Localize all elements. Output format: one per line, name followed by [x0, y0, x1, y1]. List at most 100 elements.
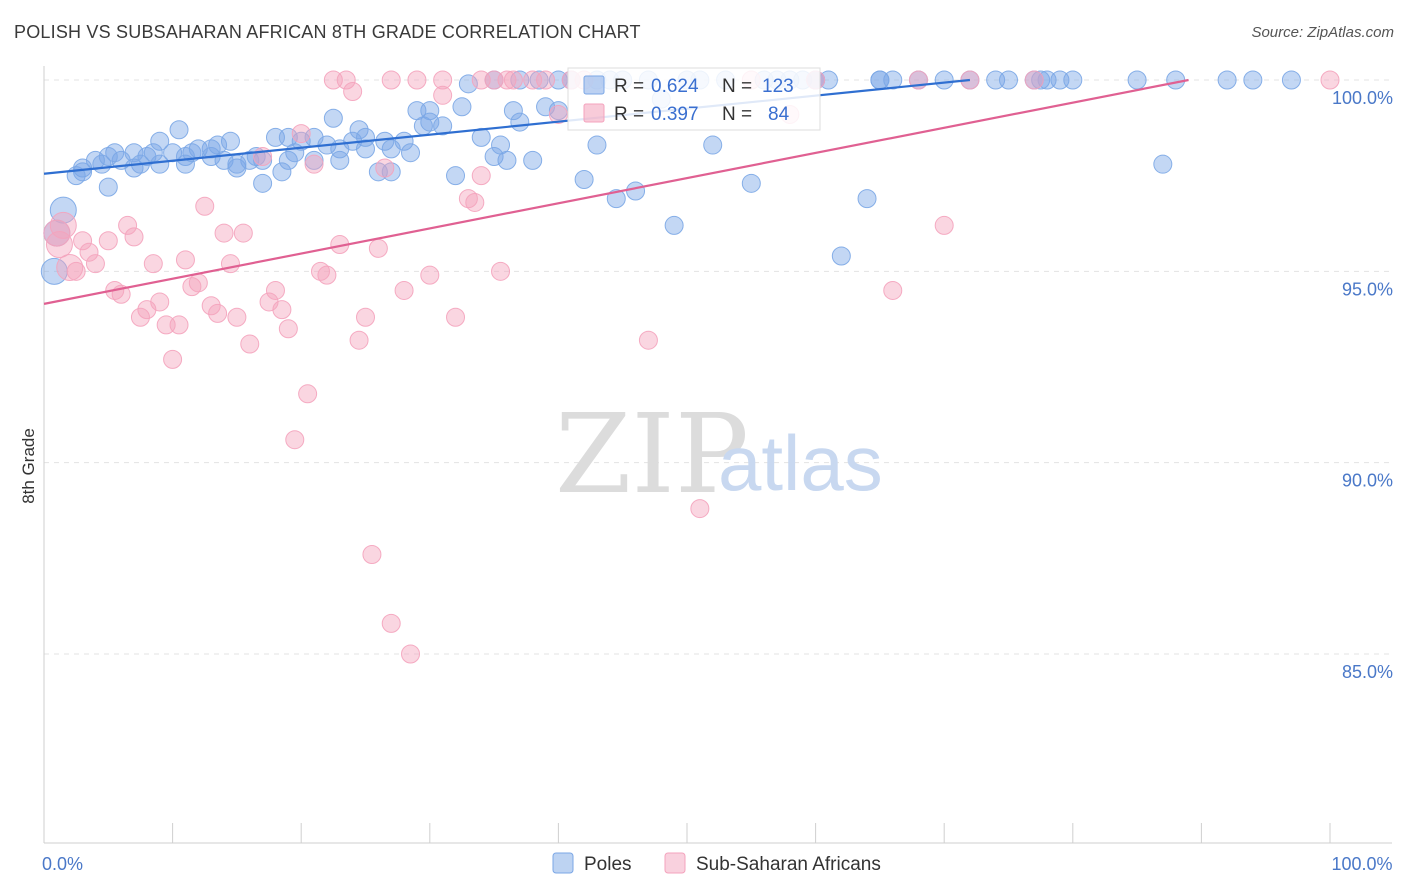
- legend-label-poles: Poles: [584, 854, 632, 875]
- poles-point-88: [934, 70, 954, 90]
- poles-point-57: [510, 112, 530, 132]
- subsaharan-point-53: [420, 265, 440, 285]
- subsaharan-point-36: [285, 430, 305, 450]
- subsaharan-point-12: [124, 227, 144, 247]
- y-axis-label: 8th Grade: [19, 428, 38, 504]
- poles-point-106: [356, 139, 375, 159]
- subsaharan-point-6: [79, 242, 99, 262]
- legend-swatch-poles: [552, 852, 574, 874]
- subsaharan-stats-swatch: [583, 103, 605, 123]
- subsaharan-point-16: [150, 292, 170, 312]
- chart-title: POLISH VS SUBSAHARAN AFRICAN 8TH GRADE C…: [14, 22, 641, 42]
- data-points: [40, 70, 1340, 664]
- subsaharan-n-value: 84: [768, 104, 790, 125]
- watermark-zip: ZIP: [555, 390, 749, 518]
- poles-r-label: R =: [614, 76, 644, 97]
- y-tick-label-2: 90.0%: [1342, 471, 1393, 491]
- subsaharan-point-26: [214, 223, 234, 243]
- poles-point-76: [741, 173, 761, 193]
- poles-point-94: [1063, 70, 1083, 90]
- subsaharan-point-47: [368, 238, 388, 258]
- poles-point-10: [124, 143, 144, 163]
- subsaharan-point-35: [278, 319, 298, 339]
- subsaharan-point-2: [49, 211, 77, 239]
- watermark: ZIP atlas: [555, 390, 883, 518]
- y-tick-label-3: 85.0%: [1342, 662, 1393, 682]
- poles-point-114: [150, 154, 170, 174]
- subsaharan-point-71: [883, 280, 903, 300]
- subsaharan-point-33: [265, 280, 285, 300]
- subsaharan-point-20: [175, 250, 195, 270]
- subsaharan-point-55: [446, 307, 466, 327]
- poles-point-23: [220, 131, 240, 151]
- subsaharan-point-63: [548, 104, 568, 124]
- subsaharan-point-25: [208, 303, 228, 323]
- poles-point-98: [1243, 70, 1263, 90]
- axes: [43, 66, 1392, 844]
- subsaharan-point-80: [471, 70, 491, 90]
- subsaharan-point-3: [56, 254, 84, 282]
- poles-point-48: [433, 116, 453, 136]
- subsaharan-point-27: [220, 254, 240, 274]
- subsaharan-point-60: [491, 261, 511, 281]
- subsaharan-point-15: [143, 254, 163, 274]
- stats-legend-frame: [567, 67, 821, 131]
- subsaharan-point-11: [118, 215, 138, 235]
- poles-point-53: [484, 147, 504, 167]
- poles-point-97: [1217, 70, 1237, 90]
- poles-point-113: [175, 147, 195, 167]
- subsaharan-point-18: [163, 349, 183, 369]
- subsaharan-point-54: [433, 85, 453, 105]
- subsaharan-point-30: [240, 334, 260, 354]
- poles-point-64: [587, 135, 607, 155]
- x-tick-label-1: 100.0%: [1331, 854, 1392, 874]
- subsaharan-point-44: [349, 330, 369, 350]
- subsaharan-point-51: [401, 644, 421, 664]
- subsaharan-point-28: [227, 307, 247, 327]
- poles-point-115: [124, 158, 144, 178]
- subsaharan-point-50: [394, 280, 414, 300]
- poles-stats-swatch: [583, 75, 605, 95]
- poles-point-84: [857, 189, 877, 209]
- poles-point-120: [1031, 70, 1051, 90]
- subsaharan-point-4: [66, 261, 86, 281]
- subsaharan-point-57: [465, 192, 485, 212]
- subsaharan-point-5: [73, 231, 93, 251]
- stats-legend: R = 0.624 N = 123 R = 0.397 N = 84: [567, 67, 821, 131]
- poles-point-49: [446, 166, 466, 186]
- series-legend: Poles Sub-Saharan Africans: [552, 852, 881, 875]
- subsaharan-point-39: [304, 154, 324, 174]
- subsaharan-trend-line: [43, 78, 1189, 305]
- source-credit: Source: ZipAtlas.com: [1251, 24, 1394, 41]
- y-tick-label-0: 100.0%: [1332, 88, 1393, 108]
- poles-point-58: [523, 150, 543, 170]
- poles-point-96: [1166, 70, 1186, 90]
- poles-point-16: [169, 120, 189, 140]
- subsaharan-point-49: [381, 613, 401, 633]
- subsaharan-point-66: [638, 330, 658, 350]
- x-tick-labels: 0.0% 100.0%: [42, 854, 1393, 874]
- subsaharan-point-22: [188, 273, 208, 293]
- poles-n-label: N =: [722, 76, 752, 97]
- poles-point-38: [349, 120, 369, 140]
- subsaharan-point-45: [356, 307, 375, 327]
- subsaharan-point-48: [375, 158, 395, 178]
- subsaharan-point-34: [272, 300, 292, 320]
- subsaharan-point-79: [433, 70, 453, 90]
- subsaharan-point-61: [497, 70, 517, 90]
- poles-point-111: [227, 154, 247, 174]
- poles-point-47: [420, 101, 440, 121]
- subsaharan-point-43: [343, 81, 363, 101]
- subsaharan-point-41: [317, 265, 337, 285]
- subsaharan-point-58: [471, 166, 491, 186]
- poles-point-74: [703, 135, 723, 155]
- subsaharan-r-label: R =: [614, 104, 644, 125]
- poles-point-63: [574, 169, 594, 189]
- poles-point-56: [503, 101, 523, 121]
- poles-point-14: [150, 131, 170, 151]
- watermark-atlas: atlas: [718, 419, 883, 507]
- poles-point-71: [664, 215, 684, 235]
- subsaharan-point-46: [362, 545, 382, 565]
- subsaharan-point-23: [195, 196, 215, 216]
